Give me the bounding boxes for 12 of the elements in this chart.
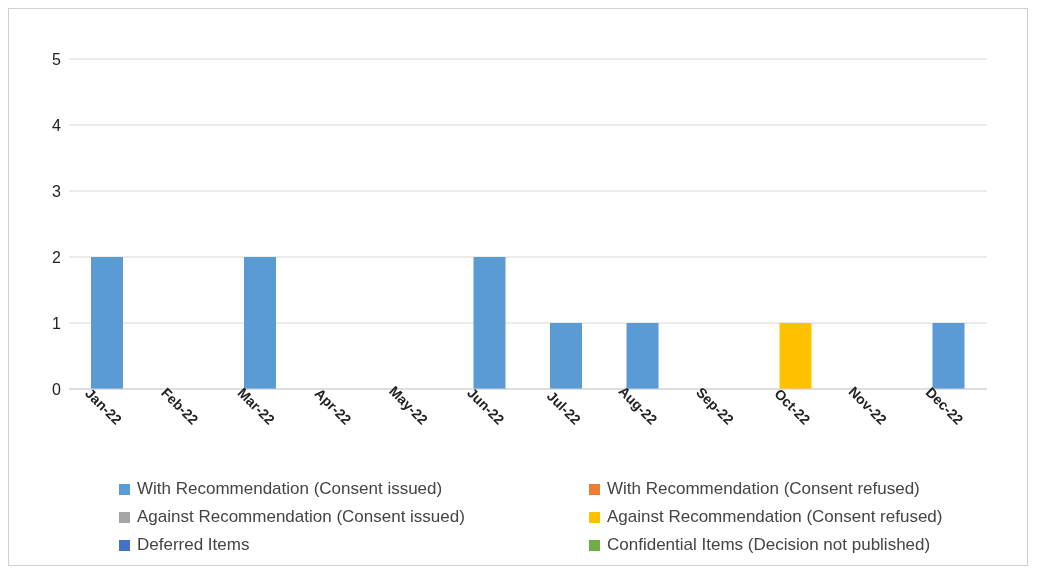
y-tick-label: 3 [52, 182, 62, 200]
legend-label: Deferred Items [137, 535, 250, 555]
y-tick-label: 0 [52, 380, 62, 398]
y-tick-label: 1 [52, 314, 62, 332]
legend-label: Confidential Items (Decision not published) [607, 535, 931, 555]
y-tick-label: 5 [52, 50, 62, 68]
legend-label: Against Recommendation (Consent refused) [607, 507, 943, 527]
y-tick-label: 4 [52, 116, 62, 134]
legend-label: With Recommendation (Consent refused) [607, 479, 920, 499]
legend-label: Against Recommendation (Consent issued) [137, 507, 465, 527]
legend-label: With Recommendation (Consent issued) [137, 479, 443, 499]
y-tick-label: 2 [52, 248, 62, 266]
